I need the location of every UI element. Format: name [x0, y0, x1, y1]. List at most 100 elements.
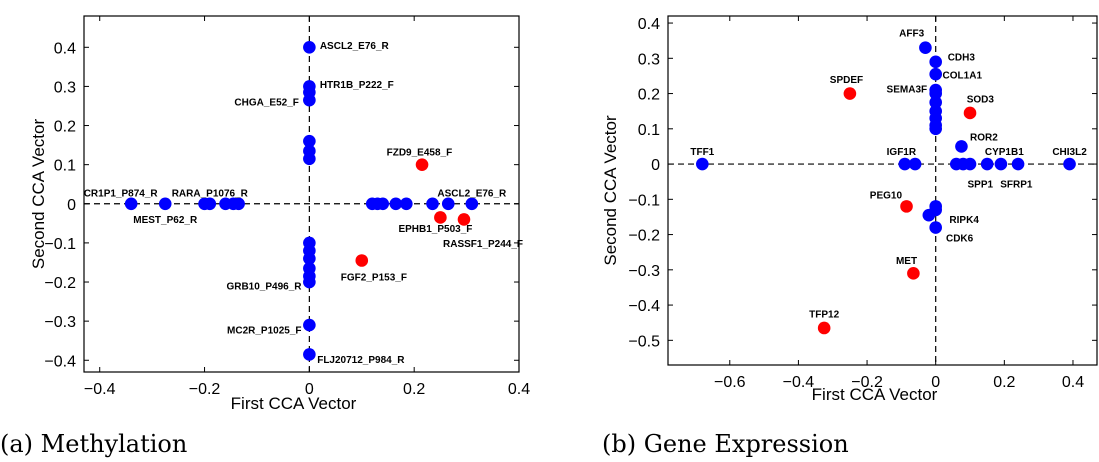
data-point-blue — [303, 318, 316, 332]
point-label: TFF1 — [690, 147, 714, 158]
point-label: SPDEF — [830, 75, 863, 86]
data-point-red — [963, 106, 977, 120]
data-point-blue — [389, 197, 403, 211]
data-point-red — [434, 211, 447, 224]
point-label: CYP1B1 — [985, 147, 1024, 158]
y-tick-label: 0.3 — [54, 79, 76, 96]
data-point-blue — [955, 140, 968, 153]
x-tick-label: −0.2 — [189, 381, 221, 398]
methylation-panel: −0.4 −0.2 0 0.2 0.4 0.4 0.3 0.2 0.1 0 −0.1 −0.2 −0.3… — [0, 15, 530, 458]
data-point-red — [457, 213, 471, 226]
y-tick-label: −0.5 — [628, 333, 660, 350]
point-label: FZD9_E458_F — [387, 148, 453, 159]
y-tick-label: −0.1 — [44, 236, 76, 253]
x-tick-label: 0.4 — [508, 381, 530, 398]
y-tick-label: −0.4 — [44, 353, 76, 370]
x-tick-label: 0.4 — [1062, 374, 1084, 391]
plot-area — [83, 15, 520, 373]
plot-area — [667, 15, 1098, 366]
data-point-blue — [922, 208, 936, 222]
point-label: CHI3L2 — [1052, 147, 1087, 158]
data-point-blue — [696, 157, 709, 171]
point-label: GRB10_P496_R — [226, 281, 302, 292]
point-label: SEMA3F — [887, 84, 928, 95]
data-point-blue — [908, 157, 922, 171]
data-point-red — [355, 254, 369, 267]
point-label: HTR1B_P222_F — [320, 80, 394, 91]
y-tick-label: 0.2 — [54, 119, 76, 136]
data-point-blue — [303, 93, 316, 107]
y-tick-label: −0.2 — [44, 275, 76, 292]
point-label: MEST_P62_R — [133, 215, 198, 226]
data-point-blue — [994, 157, 1008, 171]
data-point-blue — [1011, 157, 1025, 171]
point-label: EPHB1_P503_F — [398, 224, 472, 235]
y-tick-label: −0.3 — [44, 314, 76, 331]
y-tick-label: 0.1 — [54, 158, 76, 175]
data-point-blue — [303, 152, 316, 166]
x-tick-label: −0.2 — [851, 374, 883, 391]
y-tick-label: 0.4 — [638, 16, 660, 33]
point-label: SPP1 — [968, 180, 994, 191]
data-point-blue — [1063, 157, 1076, 171]
y-tick-label: 0.1 — [638, 122, 660, 139]
gene-expression-panel: −0.6 −0.4 −0.2 0 0.2 0.4 0.4 0.3 0.2 0.1 0 −0.1 −0.2… — [601, 15, 1098, 458]
data-point-blue — [303, 40, 316, 54]
x-tick-label: −0.6 — [714, 374, 746, 391]
point-label: COL1A1 — [943, 70, 983, 81]
data-point-blue — [303, 252, 316, 265]
data-point-blue — [963, 157, 977, 171]
data-point-blue — [929, 67, 942, 81]
y-tick-label: 0 — [651, 157, 660, 174]
point-label: PEG10 — [870, 191, 903, 202]
data-point-blue — [376, 197, 390, 211]
y-tick-label: −0.1 — [628, 192, 660, 209]
point-label: CR1P1_P874_R — [84, 188, 159, 199]
point-label: ASCL2_E76_R — [320, 41, 390, 52]
data-point-blue — [426, 197, 439, 211]
y-axis-label: Second CCA Vector — [29, 119, 48, 270]
x-tick-label: 0.2 — [993, 374, 1015, 391]
data-point-blue — [898, 157, 912, 171]
point-label: FGF2_P153_F — [341, 272, 407, 283]
data-point-red — [817, 321, 831, 335]
y-tick-label: 0 — [67, 197, 76, 214]
data-point-blue — [929, 96, 942, 109]
data-point-blue — [929, 221, 942, 234]
y-tick-label: 0.4 — [54, 40, 76, 57]
point-label: CHGA_E52_F — [234, 98, 298, 109]
x-tick-label: −0.4 — [783, 374, 815, 391]
x-tick-label: 0.2 — [403, 381, 425, 398]
point-label: RARA_P1076_R — [172, 188, 249, 199]
x-tick-label: −0.4 — [84, 381, 116, 398]
y-tick-label: 0.3 — [638, 51, 660, 68]
point-label: CDK6 — [946, 234, 974, 245]
data-point-blue — [400, 197, 413, 211]
data-point-blue — [303, 134, 316, 148]
data-point-blue — [124, 197, 138, 211]
data-point-blue — [980, 157, 994, 171]
data-point-blue — [303, 348, 316, 361]
point-label: RIPK4 — [949, 215, 979, 226]
data-point-red — [907, 267, 920, 280]
data-point-blue — [929, 55, 942, 69]
point-label: SOD3 — [967, 94, 995, 105]
data-point-blue — [929, 122, 942, 136]
x-tick-label: 0 — [931, 374, 940, 391]
y-tick-label: 0.2 — [638, 87, 660, 104]
x-axis-label: First CCA Vector — [231, 394, 357, 413]
data-point-blue — [303, 275, 316, 289]
figure-caption: (b) Gene Expression — [602, 430, 849, 458]
point-label: MET — [896, 256, 917, 267]
y-tick-label: −0.4 — [628, 298, 660, 315]
point-label: ASCL2_E76_R — [437, 188, 507, 199]
y-tick-label: −0.3 — [628, 263, 660, 280]
data-point-red — [900, 200, 913, 213]
point-label: MC2R_P1025_F — [227, 326, 301, 337]
data-point-red — [843, 87, 857, 100]
data-point-blue — [929, 87, 942, 100]
data-point-blue — [919, 41, 932, 55]
point-label: TFP12 — [809, 309, 839, 320]
data-point-blue — [158, 197, 172, 211]
data-point-blue — [441, 197, 455, 211]
